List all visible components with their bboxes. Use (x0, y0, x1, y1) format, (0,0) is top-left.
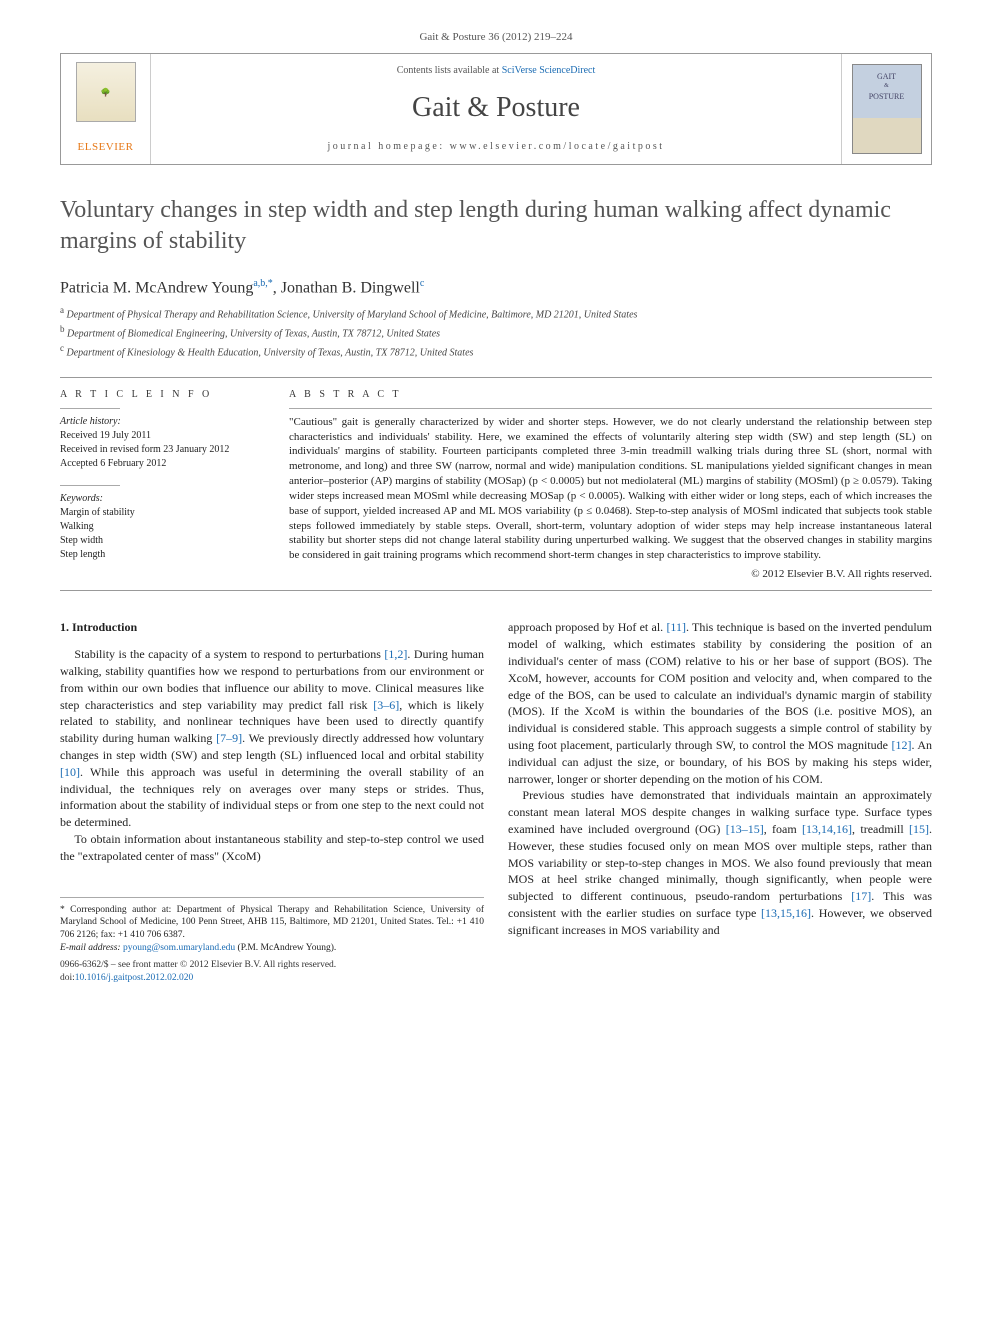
info-divider-2 (60, 485, 120, 486)
citation[interactable]: [17] (851, 889, 871, 903)
citation[interactable]: [13,15,16] (761, 906, 811, 920)
abstract-column: A B S T R A C T "Cautious" gait is gener… (289, 388, 932, 583)
info-divider-1 (60, 408, 120, 409)
affiliation-c: c Department of Kinesiology & Health Edu… (60, 342, 932, 360)
revised-date: Received in revised form 23 January 2012 (60, 443, 265, 457)
citation[interactable]: [11] (666, 620, 686, 634)
keyword-2: Walking (60, 520, 265, 534)
keyword-1: Margin of stability (60, 506, 265, 520)
citation[interactable]: [7–9] (216, 731, 242, 745)
email-suffix: (P.M. McAndrew Young). (235, 943, 336, 953)
author-separator: , (273, 279, 281, 296)
citation[interactable]: [1,2] (384, 647, 407, 661)
divider-bottom (60, 590, 932, 591)
citation[interactable]: [12] (891, 738, 911, 752)
article-title: Voluntary changes in step width and step… (60, 195, 932, 257)
corresponding-email-link[interactable]: pyoung@som.umaryland.edu (123, 943, 235, 953)
publisher-block: 🌳 ELSEVIER (61, 54, 151, 163)
cover-line2: POSTURE (869, 91, 905, 102)
info-abstract-row: A R T I C L E I N F O Article history: R… (60, 388, 932, 583)
abstract-copyright: © 2012 Elsevier B.V. All rights reserved… (289, 567, 932, 582)
footnote-text: Corresponding author at: Department of P… (60, 905, 484, 941)
accepted-date: Accepted 6 February 2012 (60, 457, 265, 471)
abstract-text: "Cautious" gait is generally characteriz… (289, 415, 932, 563)
intro-para-4: Previous studies have demonstrated that … (508, 787, 932, 938)
keywords-label: Keywords: (60, 492, 265, 506)
elsevier-tree-icon: 🌳 (76, 62, 136, 122)
keyword-4: Step length (60, 548, 265, 562)
contents-available-line: Contents lists available at SciVerse Sci… (159, 64, 833, 78)
intro-para-2: To obtain information about instantaneou… (60, 831, 484, 865)
journal-header: 🌳 ELSEVIER Contents lists available at S… (60, 53, 932, 164)
journal-homepage: journal homepage: www.elsevier.com/locat… (159, 140, 833, 154)
article-info-column: A R T I C L E I N F O Article history: R… (60, 388, 265, 583)
citation[interactable]: [13–15] (726, 822, 764, 836)
citation[interactable]: [15] (909, 822, 929, 836)
history-label: Article history: (60, 415, 265, 429)
author-2-affil: c (420, 278, 424, 289)
received-date: Received 19 July 2011 (60, 429, 265, 443)
article-history-block: Article history: Received 19 July 2011 R… (60, 415, 265, 471)
contents-prefix: Contents lists available at (397, 65, 502, 76)
doi-link[interactable]: 10.1016/j.gaitpost.2012.02.020 (75, 973, 194, 983)
intro-para-3: approach proposed by Hof et al. [11]. Th… (508, 619, 932, 787)
affiliation-a: a Department of Physical Therapy and Reh… (60, 304, 932, 322)
doi-prefix: doi: (60, 973, 75, 983)
issn-line: 0966-6362/$ – see front matter © 2012 El… (60, 959, 484, 972)
citation[interactable]: [10] (60, 765, 80, 779)
abstract-divider (289, 408, 932, 409)
author-1-affil: a,b, (253, 278, 267, 289)
intro-para-1: Stability is the capacity of a system to… (60, 646, 484, 831)
corresponding-author-footnote: * Corresponding author at: Department of… (60, 897, 484, 955)
journal-cover-block: GAIT & POSTURE (841, 54, 931, 163)
citation[interactable]: [3–6] (373, 698, 399, 712)
keyword-3: Step width (60, 534, 265, 548)
affiliation-b: b Department of Biomedical Engineering, … (60, 323, 932, 341)
cover-line1: GAIT (877, 71, 896, 82)
authors-line: Patricia M. McAndrew Younga,b,*, Jonatha… (60, 277, 932, 300)
journal-cover-thumbnail: GAIT & POSTURE (852, 64, 922, 154)
citation[interactable]: [13,14,16] (802, 822, 852, 836)
journal-name: Gait & Posture (159, 88, 833, 127)
publisher-label: ELSEVIER (78, 140, 134, 155)
section-1-heading: 1. Introduction (60, 619, 484, 636)
sciencedirect-link[interactable]: SciVerse ScienceDirect (502, 65, 596, 76)
header-center: Contents lists available at SciVerse Sci… (151, 54, 841, 163)
affiliations: a Department of Physical Therapy and Reh… (60, 304, 932, 361)
author-2: Jonathan B. Dingwell (281, 279, 420, 296)
issn-doi-block: 0966-6362/$ – see front matter © 2012 El… (60, 959, 484, 986)
body-text: 1. Introduction Stability is the capacit… (60, 619, 932, 985)
article-info-heading: A R T I C L E I N F O (60, 388, 265, 402)
email-label: E-mail address: (60, 943, 123, 953)
journal-reference: Gait & Posture 36 (2012) 219–224 (60, 30, 932, 45)
abstract-heading: A B S T R A C T (289, 388, 932, 402)
keywords-block: Keywords: Margin of stability Walking St… (60, 492, 265, 562)
divider-top (60, 377, 932, 378)
author-1: Patricia M. McAndrew Young (60, 279, 253, 296)
